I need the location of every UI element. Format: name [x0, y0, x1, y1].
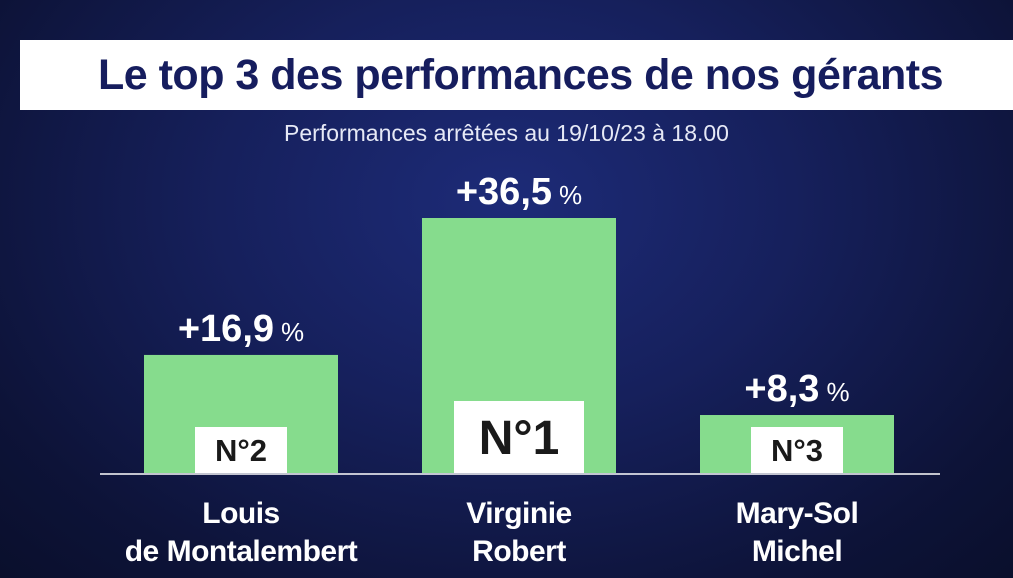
value-label-2: +36,5%	[456, 171, 582, 213]
rank-box-1	[195, 427, 287, 473]
rank-label-3: N°3	[771, 433, 823, 468]
rank-label-1: N°2	[215, 433, 267, 468]
rank-box-2	[454, 401, 584, 473]
category-label-3-line-1: Mary-Sol	[736, 497, 859, 530]
category-label-1-line-1: Louis	[202, 497, 280, 530]
title-band	[20, 40, 1013, 110]
value-label-3: +8,3%	[744, 368, 849, 410]
value-label-1: +16,9%	[178, 308, 304, 350]
category-label-2-line-1: Virginie	[466, 497, 571, 530]
category-label-3-line-2: Michel	[752, 535, 842, 568]
value-unit-3: %	[826, 377, 849, 407]
chart-title: Le top 3 des performances de nos gérants	[97, 51, 944, 99]
value-number-3: +8,3	[744, 368, 819, 410]
category-label-2-line-2: Robert	[472, 535, 566, 568]
value-number-2: +36,5	[456, 171, 552, 213]
value-number-1: +16,9	[178, 308, 274, 350]
rank-box-3	[751, 427, 843, 473]
category-label-1-line-2: de Montalembert	[125, 535, 358, 568]
value-unit-2: %	[559, 180, 582, 210]
chart-subtitle: Performances arrêtées au 19/10/23 à 18.0…	[284, 120, 729, 146]
value-unit-1: %	[281, 317, 304, 347]
rank-label-2: N°1	[479, 412, 560, 465]
